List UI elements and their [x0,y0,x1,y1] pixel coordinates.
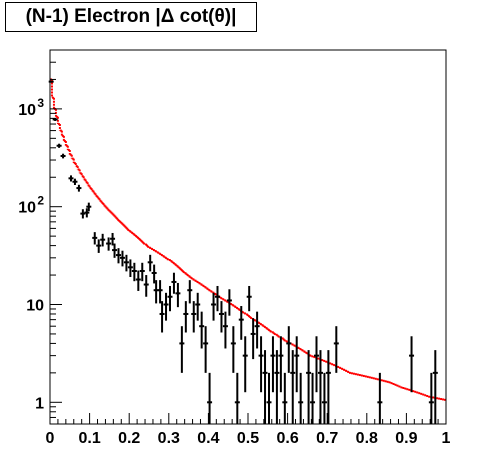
x-tick-label: 0.6 [276,430,298,447]
data-point [68,175,74,182]
x-tick-label: 1 [442,430,451,447]
data-point [187,280,193,304]
y-tick-label: 10 [26,297,44,314]
red-histogram-series [50,78,446,401]
data-point [314,336,320,393]
data-point [262,350,268,424]
y-tick-label: 1 [35,395,44,412]
data-point [211,292,217,321]
data-point [282,372,288,424]
data-point [238,306,244,340]
data-point [242,336,248,393]
data-point [306,350,312,424]
x-tick-label: 0.3 [158,430,180,447]
data-point [432,350,438,424]
data-point [123,254,129,272]
data-point [234,372,240,424]
data-point [84,208,90,218]
data-point [266,372,272,424]
data-point [325,350,331,424]
data-point [333,326,339,373]
data-point [377,372,383,424]
data-point [218,301,224,333]
data-point [310,372,316,424]
data-point [153,280,159,304]
data-point [96,239,102,253]
data-point [127,259,133,278]
x-tick-label: 0.5 [237,430,259,447]
data-point [151,264,157,284]
data-point [254,311,260,349]
data-point [48,80,54,83]
data-point [195,292,201,321]
data-point [179,326,185,373]
data-point [222,311,228,349]
data-point [76,184,82,192]
data-point [159,301,165,333]
data-point [294,336,300,393]
data-point [317,350,323,424]
data-point [286,326,292,373]
data-point [226,289,232,316]
y-tick-exponent: 2 [37,194,44,208]
data-point [215,285,221,312]
data-point [157,280,163,304]
data-point [203,326,209,373]
data-point [143,275,149,297]
x-tick-label: 0.9 [395,430,417,447]
data-point [409,336,415,393]
data-point [175,282,181,308]
data-point [163,292,169,321]
x-tick-label: 0.7 [316,430,338,447]
data-point [298,372,304,424]
x-tick-label: 0.2 [118,430,140,447]
data-point [183,301,189,333]
data-point [171,272,177,294]
data-point [246,285,252,312]
data-point [131,262,137,282]
data-point [230,326,236,373]
chart-title-box: (N-1) Electron |Δ cot(θ)| [5,2,257,32]
data-point [106,237,112,251]
data-point [274,350,280,424]
data-point [72,178,78,186]
data-point [116,248,122,264]
data-point [60,153,66,159]
data-point [258,336,264,393]
data-point [199,311,205,349]
data-point [191,301,197,333]
y-tick-exponent: 3 [37,96,44,110]
data-point [290,350,296,424]
data-point [86,202,92,212]
x-tick-label: 0.1 [78,430,100,447]
data-point [112,243,118,258]
data-point [147,254,153,272]
data-point [428,372,434,424]
data-point [119,250,125,267]
x-tick-label: 0 [46,430,55,447]
data-point [321,372,327,424]
data-point [135,270,141,291]
black-data-series [48,80,438,424]
data-point [56,143,62,148]
data-point [92,232,98,245]
data-point [110,232,116,246]
x-tick-label: 0.8 [356,430,378,447]
data-point [100,233,106,247]
x-tick-label: 0.4 [197,430,219,447]
chart-title: (N-1) Electron |Δ cot(θ)| [25,6,237,27]
data-point [207,372,213,424]
data-point [139,262,145,282]
data-point [278,336,284,393]
y-tick-label: 10 [18,102,36,119]
data-point [167,285,173,312]
data-point [80,209,86,219]
data-point [270,336,276,393]
y-tick-label: 10 [18,200,36,217]
data-point [250,318,256,360]
plot-frame [49,49,447,425]
